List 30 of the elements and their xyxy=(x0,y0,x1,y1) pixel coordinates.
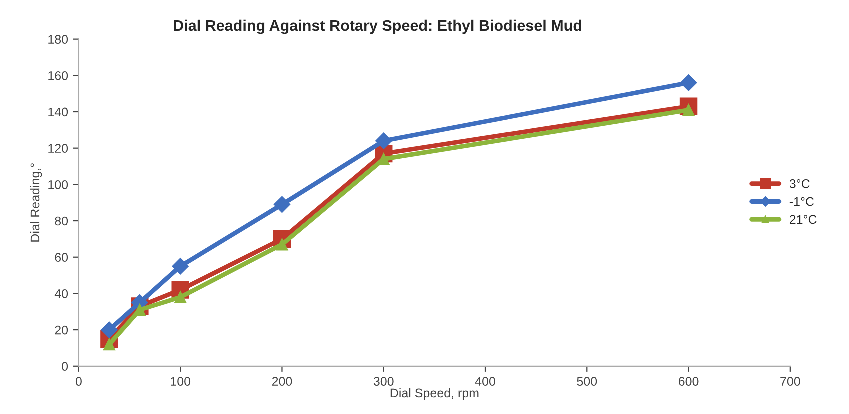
x-tick-label: 200 xyxy=(272,377,292,386)
point xyxy=(375,132,392,150)
y-tick-label: 80 xyxy=(55,216,68,226)
point xyxy=(680,74,698,92)
y-tick-label: 160 xyxy=(48,71,68,80)
y-tick-label: 120 xyxy=(48,144,68,153)
y-tick-label: 0 xyxy=(62,362,68,372)
x-tick-label: 400 xyxy=(475,377,496,386)
x-tick-label: 600 xyxy=(678,377,699,386)
y-axis-title: Dial Reading,° xyxy=(30,164,42,242)
y-tick-label: 40 xyxy=(54,290,68,298)
y-tick-label: 20 xyxy=(55,326,68,335)
legend-label: 21°C xyxy=(790,215,817,224)
y-tick-label: 100 xyxy=(48,180,68,190)
point xyxy=(174,291,187,304)
x-tick-label: 0 xyxy=(76,377,82,386)
chart-title: Dial Reading Against Rotary Speed: Ethyl Biodiesel Mud xyxy=(174,20,582,34)
point xyxy=(274,196,291,214)
x-tick-label: 100 xyxy=(171,377,191,386)
x-tick-label: 700 xyxy=(780,377,800,386)
legend-label: 3°C xyxy=(790,179,810,188)
legend-label: -1°C xyxy=(790,197,814,206)
point xyxy=(172,258,189,275)
x-tick-label: 300 xyxy=(374,377,394,386)
point xyxy=(101,322,118,338)
x-tick-label: 500 xyxy=(577,377,598,386)
y-tick-label: 180 xyxy=(48,35,68,44)
y-tick-label: 140 xyxy=(48,108,68,117)
x-axis-title: Dial Speed, rpm xyxy=(390,388,479,400)
y-tick-label: 60 xyxy=(55,253,68,262)
